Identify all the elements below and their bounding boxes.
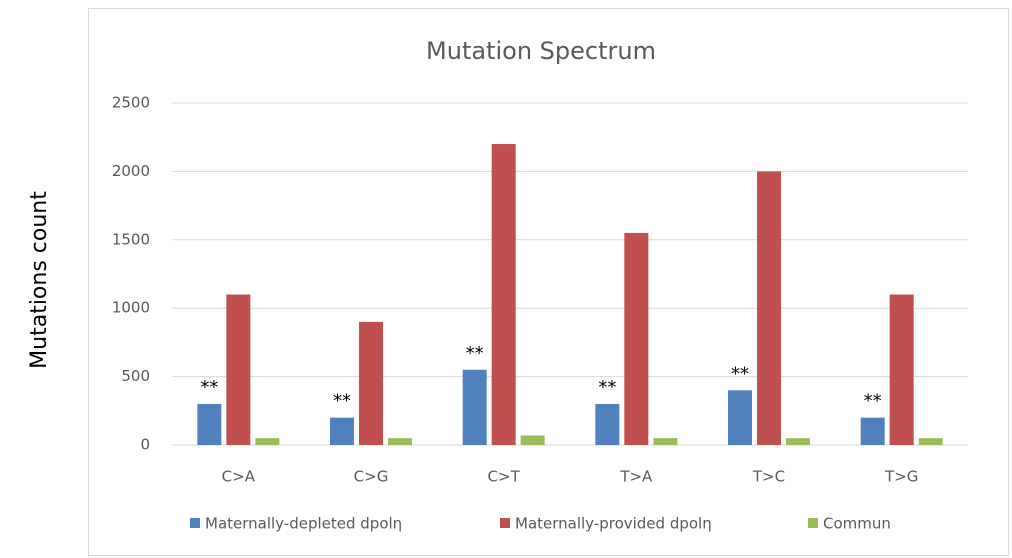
x-tick-label: C>G bbox=[354, 468, 389, 486]
annotation: ** bbox=[598, 377, 616, 398]
annotation: ** bbox=[200, 377, 218, 398]
legend-label: Maternally-provided dpolη bbox=[515, 515, 712, 533]
x-tick-label: T>A bbox=[619, 468, 653, 486]
bar bbox=[653, 438, 678, 445]
y-tick-label: 1500 bbox=[112, 230, 150, 248]
bar bbox=[889, 294, 914, 445]
bar bbox=[491, 144, 516, 446]
y-axis-label: Mutations count bbox=[27, 191, 52, 369]
annotation: ** bbox=[864, 391, 882, 412]
legend-label: Commun bbox=[823, 515, 891, 533]
bar bbox=[359, 321, 383, 445]
bar bbox=[388, 438, 412, 445]
y-tick-label: 2000 bbox=[112, 162, 150, 180]
bar bbox=[255, 438, 280, 445]
bar bbox=[197, 403, 222, 445]
legend-swatch bbox=[190, 518, 200, 528]
y-tick-label: 1000 bbox=[112, 299, 150, 317]
bar bbox=[860, 417, 885, 445]
bar bbox=[595, 403, 620, 445]
chart-frame bbox=[88, 8, 1009, 556]
legend-label: Maternally-depleted dpolη bbox=[205, 515, 402, 533]
bar bbox=[786, 438, 810, 445]
y-tick-label: 2500 bbox=[112, 94, 150, 112]
legend-swatch bbox=[500, 518, 510, 528]
x-tick-label: C>A bbox=[222, 468, 256, 486]
bar bbox=[918, 438, 943, 445]
y-tick-label: 500 bbox=[121, 367, 150, 385]
y-tick-label: 0 bbox=[140, 436, 150, 454]
annotation: ** bbox=[731, 363, 749, 384]
bar bbox=[728, 390, 752, 445]
bar bbox=[226, 294, 251, 445]
x-tick-label: T>G bbox=[884, 468, 918, 486]
x-tick-label: C>T bbox=[488, 468, 521, 486]
bar bbox=[757, 171, 781, 445]
bar bbox=[462, 369, 487, 445]
bar bbox=[330, 417, 354, 445]
legend-swatch bbox=[808, 518, 818, 528]
annotation: ** bbox=[466, 343, 484, 364]
bar bbox=[624, 232, 649, 445]
chart-title: Mutation Spectrum bbox=[426, 37, 656, 65]
annotation: ** bbox=[333, 391, 351, 412]
x-tick-label: T>C bbox=[752, 468, 785, 486]
bar bbox=[520, 435, 545, 445]
